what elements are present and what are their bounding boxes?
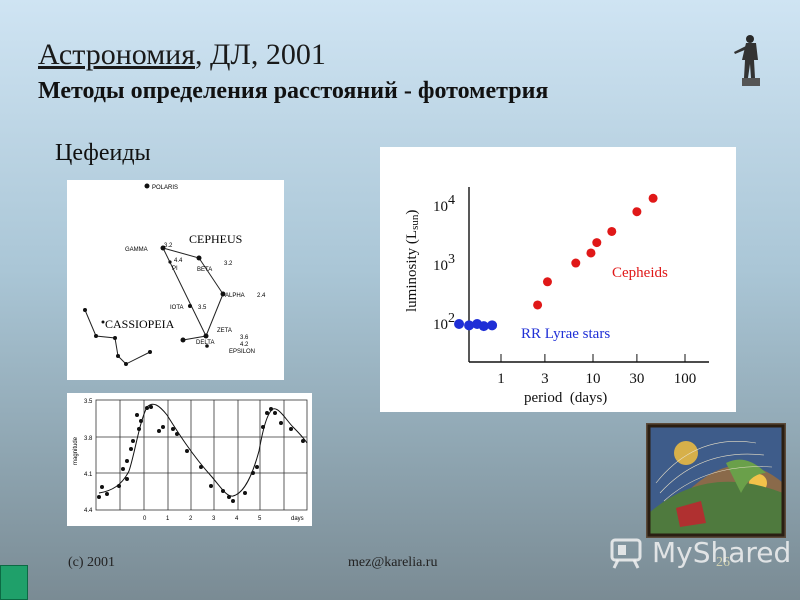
footer-page-number: 26 [716, 555, 730, 570]
cepheid-point [533, 300, 543, 310]
cepheid-point [592, 238, 602, 248]
title-rest: , ДЛ, 2001 [195, 38, 326, 71]
period-luminosity-panel: luminosity (Lsun) period (days) 1 3 10 30 10… [380, 147, 736, 412]
star-gamma [160, 245, 166, 251]
label-delta-mag: 3.6 [240, 335, 249, 341]
cassiopeia-lines [84, 309, 151, 365]
label-pi-mag: 4.4 [174, 258, 183, 264]
flammarion-engraving [646, 423, 786, 538]
label-beta: BETA [197, 267, 212, 273]
footer-copyright: (c) 2001 [68, 555, 116, 570]
xunit: days [291, 516, 304, 522]
cepheid-point [571, 258, 581, 268]
rr-lyrae-point [464, 320, 475, 331]
star-pi [168, 260, 172, 264]
cepheid-point [632, 207, 642, 217]
y-tick-label: 103 [433, 252, 455, 274]
star-cas-6 [148, 350, 152, 354]
x-tick-label: 10 [586, 371, 601, 387]
star-alpha [220, 291, 226, 297]
label-delta-mag2: 4.2 [240, 342, 249, 348]
rr-lyrae-point [454, 319, 465, 329]
star-zeta [203, 333, 209, 339]
statue-icon [734, 35, 760, 86]
star-cas-5 [124, 362, 128, 366]
pl-ylabel: luminosity (Lsun) [404, 210, 421, 312]
title-main-word: Астрономия [38, 38, 196, 71]
star-map: POLARIS CEPHEUS CASSIOPEIA GAMMA 3.2 4.4… [83, 183, 266, 366]
star-cas-2 [94, 334, 98, 338]
label-cepheus: CEPHEUS [189, 232, 242, 246]
ytick-2: 4.1 [84, 472, 93, 478]
label-delta: DELTA [196, 340, 214, 346]
star-cas-3 [113, 336, 117, 340]
x-tick-label: 1 [497, 371, 505, 387]
cepheid-point [586, 248, 596, 258]
star-iota [188, 304, 192, 308]
xtick-1: 1 [166, 516, 170, 522]
ytick-3: 4.4 [84, 508, 93, 514]
star-cas-1 [83, 308, 87, 312]
ytick-1: 3.8 [84, 436, 93, 442]
y-tick-label: 102 [433, 311, 455, 333]
label-iota-mag: 3.5 [198, 305, 207, 311]
label-cassiopeia: CASSIOPEIA [105, 317, 175, 331]
star-epsilon [205, 344, 209, 348]
label-pi: PI [172, 266, 178, 272]
star-polaris [144, 183, 150, 189]
rr-lyrae-point [487, 320, 498, 331]
label-gamma-mag: 3.2 [164, 243, 173, 249]
star-delta [180, 337, 186, 343]
pl-ylabel-sub: sun [409, 214, 421, 230]
engraving-art [647, 424, 785, 537]
y-tick-label: 104 [433, 193, 455, 215]
footer-email[interactable]: mez@karelia.ru [348, 555, 438, 570]
myshared-logo-icon [610, 538, 642, 569]
xtick-0: 0 [143, 516, 147, 522]
series-label-cepheids: Cepheids [612, 265, 668, 281]
label-iota: IOTA [170, 305, 184, 311]
light-curve-line [98, 403, 308, 497]
rr-lyrae-point [478, 321, 489, 332]
x-tick-label: 100 [674, 371, 697, 387]
cepheid-point [542, 277, 552, 287]
pl-xlabel: period (days) [524, 390, 607, 406]
slide-title: Астрономия, ДЛ, 2001 [38, 38, 326, 72]
watermark-text: MyShared [652, 536, 792, 569]
xtick-4: 4 [235, 516, 239, 522]
slide-subtitle: Методы определения расстояний - фотометр… [38, 78, 549, 104]
x-tick-label: 30 [629, 371, 644, 387]
star-beta [196, 255, 202, 261]
star-cas-7 [101, 320, 105, 324]
xtick-3: 3 [212, 516, 216, 522]
label-alpha-mag: 2.4 [257, 293, 266, 299]
cepheid-point [648, 193, 658, 203]
light-curve-ylabel: magnitude [73, 436, 79, 465]
label-gamma: GAMMA [125, 247, 148, 253]
label-zeta: ZETA [217, 328, 232, 334]
period-luminosity-chart: luminosity (Lsun) period (days) 1 3 10 30 10… [404, 187, 709, 406]
xtick-5: 5 [258, 516, 262, 522]
label-beta-mag: 3.2 [224, 261, 233, 267]
light-curve: magnitude 3.5 3.8 4.1 4.4 0 1 2 3 4 5 da… [73, 399, 308, 522]
xtick-2: 2 [189, 516, 193, 522]
x-tick-label: 3 [541, 371, 549, 387]
cepheid-point [607, 226, 617, 236]
corner-green-box [0, 565, 28, 600]
light-curve-panel: magnitude 3.5 3.8 4.1 4.4 0 1 2 3 4 5 da… [67, 393, 312, 526]
label-polaris: POLARIS [152, 185, 178, 191]
series-label-rrlyrae: RR Lyrae stars [521, 326, 610, 342]
section-title: Цефеиды [55, 140, 151, 166]
ytick-0: 3.5 [84, 399, 93, 405]
star-cas-4 [116, 354, 120, 358]
label-alpha: ALPHA [225, 293, 245, 299]
label-epsilon: EPSILON [229, 349, 255, 355]
star-map-panel: POLARIS CEPHEUS CASSIOPEIA GAMMA 3.2 4.4… [67, 180, 284, 380]
